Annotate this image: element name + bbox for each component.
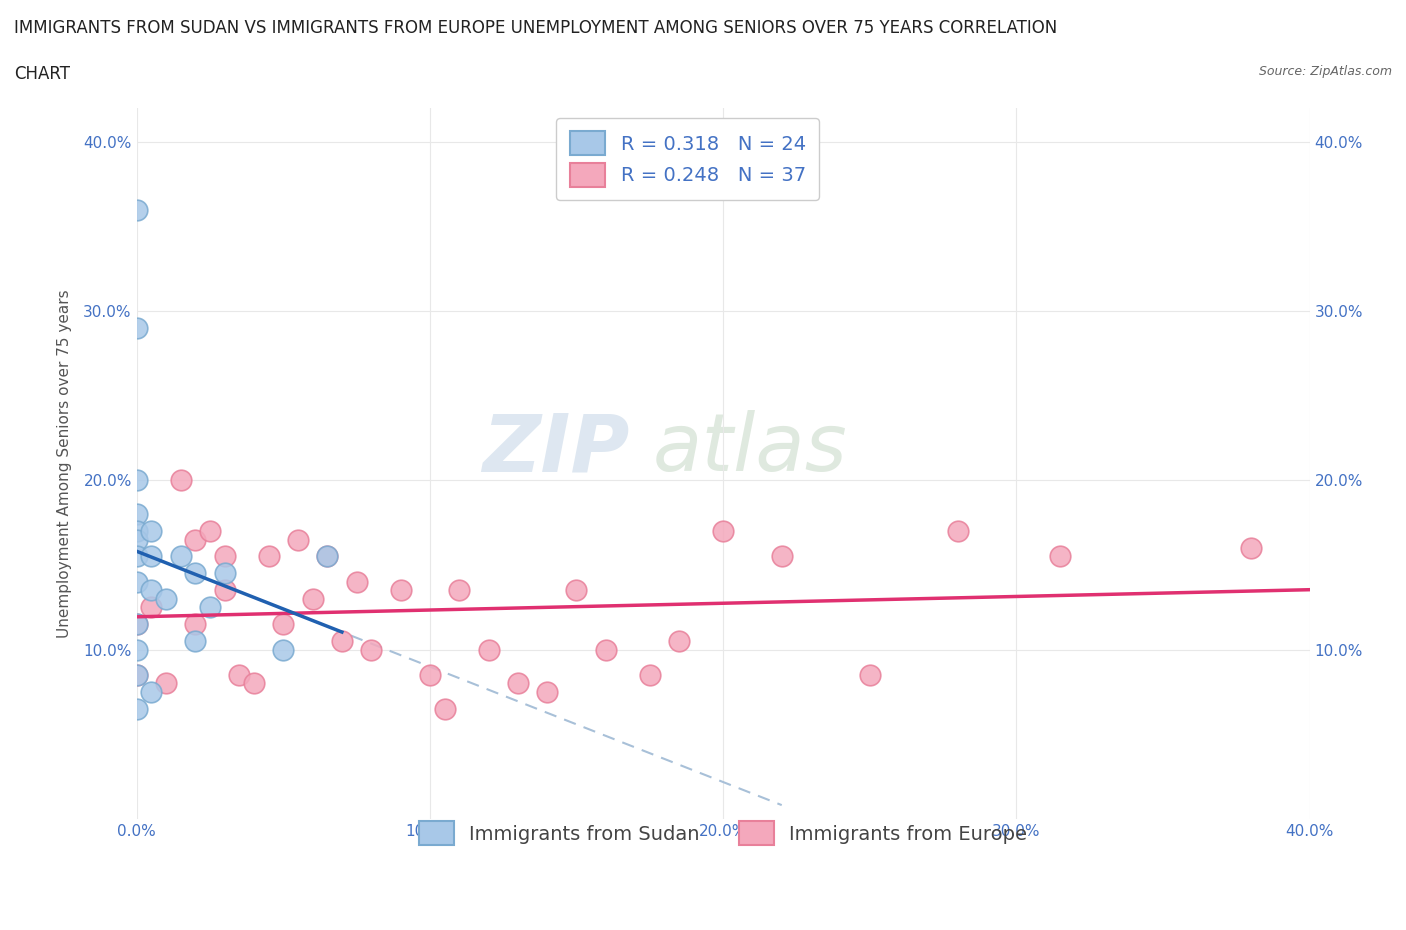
Point [638, 668, 661, 683]
Point [184, 566, 207, 581]
Point [477, 642, 499, 657]
Legend: Immigrants from Sudan, Immigrants from Europe: Immigrants from Sudan, Immigrants from E… [405, 808, 1040, 858]
Point [125, 549, 148, 564]
Y-axis label: Unemployment Among Seniors over 75 years: Unemployment Among Seniors over 75 years [58, 289, 72, 638]
Point [141, 583, 163, 598]
Point [125, 668, 148, 683]
Point [287, 532, 309, 547]
Point [214, 583, 236, 598]
Point [125, 617, 148, 631]
Point [184, 633, 207, 648]
Point [169, 549, 191, 564]
Text: atlas: atlas [652, 410, 848, 488]
Point [1240, 540, 1263, 555]
Point [859, 668, 882, 683]
Point [228, 668, 250, 683]
Point [184, 617, 207, 631]
Point [346, 575, 368, 590]
Point [389, 583, 412, 598]
Point [198, 600, 221, 615]
Point [125, 617, 148, 631]
Text: IMMIGRANTS FROM SUDAN VS IMMIGRANTS FROM EUROPE UNEMPLOYMENT AMONG SENIORS OVER : IMMIGRANTS FROM SUDAN VS IMMIGRANTS FROM… [14, 19, 1057, 36]
Point [125, 701, 148, 716]
Point [141, 684, 163, 699]
Point [316, 549, 339, 564]
Point [271, 617, 294, 631]
Point [141, 549, 163, 564]
Point [536, 684, 558, 699]
Text: ZIP: ZIP [482, 410, 630, 488]
Point [125, 668, 148, 683]
Point [155, 591, 177, 606]
Point [946, 524, 969, 538]
Point [184, 532, 207, 547]
Point [301, 591, 323, 606]
Point [330, 633, 353, 648]
Point [711, 524, 734, 538]
Point [433, 701, 456, 716]
Point [770, 549, 793, 564]
Point [565, 583, 588, 598]
Point [155, 676, 177, 691]
Point [125, 321, 148, 336]
Point [360, 642, 382, 657]
Point [125, 532, 148, 547]
Point [1049, 549, 1071, 564]
Point [419, 668, 441, 683]
Point [668, 633, 690, 648]
Text: CHART: CHART [14, 65, 70, 83]
Text: Source: ZipAtlas.com: Source: ZipAtlas.com [1258, 65, 1392, 78]
Point [125, 524, 148, 538]
Point [506, 676, 529, 691]
Point [243, 676, 266, 691]
Point [169, 472, 191, 487]
Point [257, 549, 280, 564]
Point [198, 524, 221, 538]
Point [125, 507, 148, 522]
Point [316, 549, 339, 564]
Point [125, 202, 148, 217]
Point [125, 642, 148, 657]
Point [125, 575, 148, 590]
Point [595, 642, 617, 657]
Point [141, 600, 163, 615]
Point [449, 583, 471, 598]
Point [214, 549, 236, 564]
Point [141, 524, 163, 538]
Point [125, 472, 148, 487]
Point [271, 642, 294, 657]
Point [214, 566, 236, 581]
